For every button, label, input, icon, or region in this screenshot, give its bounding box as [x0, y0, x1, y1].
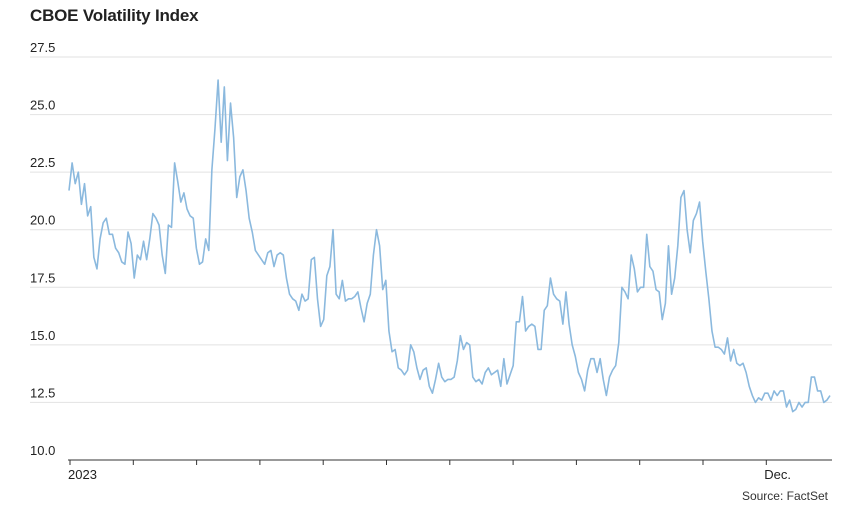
x-axis-tick-labels: 2023 Dec. [68, 467, 791, 482]
y-tick-label: 27.5 [30, 40, 55, 55]
gridlines [30, 56, 832, 403]
vix-series-line [68, 79, 831, 413]
y-tick-label: 20.0 [30, 213, 55, 228]
y-tick-label: 10.0 [30, 443, 55, 458]
y-tick-label: 17.5 [30, 270, 55, 285]
y-tick-label: 22.5 [30, 155, 55, 170]
source-note: Source: FactSet [741, 489, 828, 503]
y-tick-label: 12.5 [30, 385, 55, 400]
y-tick-label: 15.0 [30, 328, 55, 343]
x-axis-ticks [69, 460, 767, 465]
chart-title: CBOE Volatility Index [30, 6, 199, 25]
x-tick-label: 2023 [68, 467, 97, 482]
y-tick-label: 25.0 [30, 98, 55, 113]
y-axis-tick-labels: 10.0 12.5 15.0 17.5 20.0 22.5 25.0 27.5 [30, 40, 55, 458]
x-tick-label: Dec. [764, 467, 791, 482]
